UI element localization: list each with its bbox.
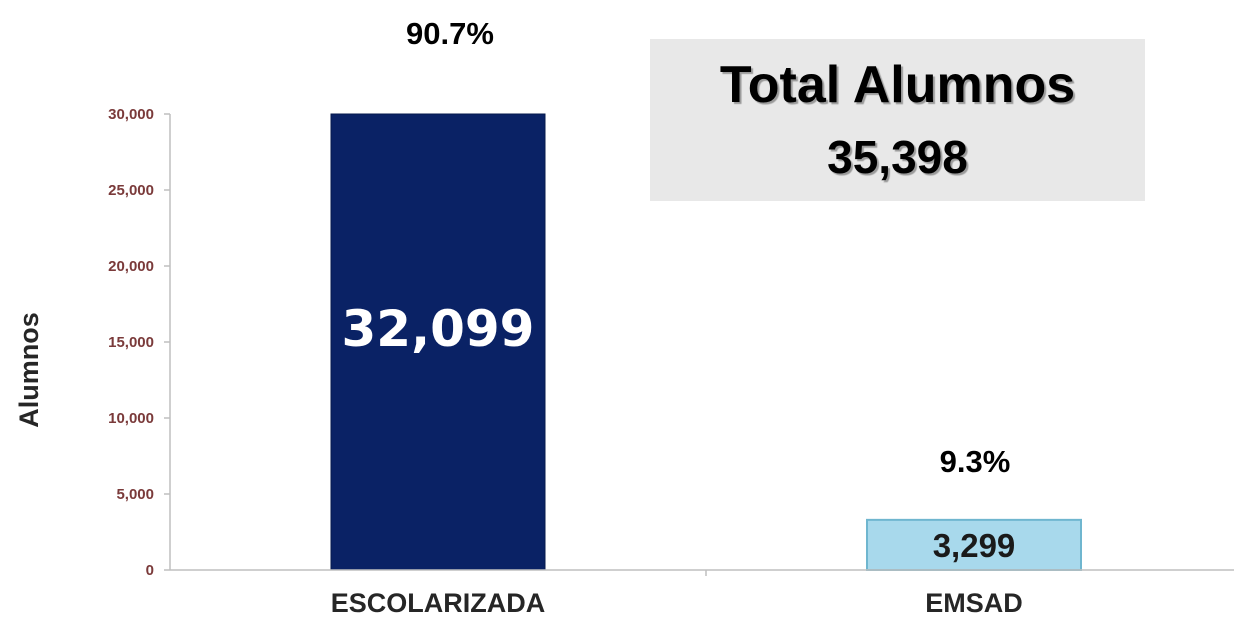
- y-axis-title: Alumnos: [14, 312, 44, 428]
- bar-escolarizada: [330, 113, 546, 571]
- total-box-value: 35,398: [827, 131, 968, 183]
- y-tick-label: 25,000: [108, 182, 154, 199]
- bar-series: 32,099 90.7% 3,299 9.3%: [330, 16, 1082, 572]
- y-tick-label: 20,000: [108, 258, 154, 275]
- y-axis: 0 5,000 10,000 15,000 20,000 25,000 30,000: [108, 106, 171, 579]
- total-students-box: Total Alumnos 35,398: [650, 39, 1145, 201]
- bar-value-label: 32,099: [342, 300, 535, 358]
- y-tick-label: 5,000: [116, 486, 154, 503]
- bar-emsad: [866, 518, 1082, 572]
- x-category-label: ESCOLARIZADA: [331, 588, 546, 618]
- y-tick-label: 0: [146, 562, 154, 579]
- bar-value-label: 3,299: [933, 527, 1016, 564]
- y-tick-label: 10,000: [108, 410, 154, 427]
- y-tick-label: 15,000: [108, 334, 154, 351]
- x-axis: ESCOLARIZADA EMSAD: [170, 569, 1234, 618]
- bar-percent-label: 9.3%: [940, 444, 1011, 479]
- x-category-label: EMSAD: [925, 588, 1023, 618]
- y-tick-label: 30,000: [108, 106, 154, 123]
- bar-percent-label: 90.7%: [406, 16, 494, 51]
- total-box-title: Total Alumnos: [719, 56, 1076, 114]
